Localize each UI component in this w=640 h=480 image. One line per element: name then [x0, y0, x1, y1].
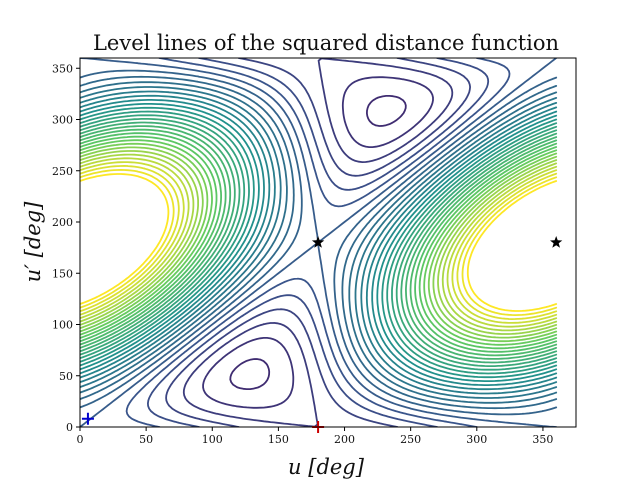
- contour-level: [80, 58, 558, 427]
- axis-ticks: 0 50 100 150 200 250 300 350 0 50 100 150 200 250 300 3…: [52, 62, 553, 446]
- contour-level: [80, 103, 558, 382]
- contour-level: [80, 75, 558, 410]
- contour-level: [80, 99, 558, 386]
- contour-level: [80, 132, 558, 353]
- contour-level: [80, 153, 558, 332]
- contour-level: [80, 150, 558, 335]
- saddle-1-marker: [311, 236, 325, 248]
- x-tick-label: 150: [268, 433, 289, 446]
- x-tick-label: 0: [77, 433, 84, 446]
- plot-frame: [79, 57, 577, 428]
- contour-level: [80, 125, 558, 360]
- contour-level: [125, 58, 511, 427]
- contour-level: [80, 110, 558, 375]
- y-tick-label: 0: [66, 421, 73, 434]
- contour-level: [80, 165, 558, 320]
- contour-level: [80, 94, 558, 391]
- contour-level: [80, 118, 558, 367]
- contour-level: [80, 157, 558, 328]
- x-tick-label: 350: [532, 433, 553, 446]
- contour-level: [80, 69, 558, 416]
- contour-level: [80, 106, 558, 379]
- y-tick-label: 250: [52, 165, 73, 178]
- contour-level: [229, 95, 407, 390]
- contour-level: [80, 142, 558, 343]
- y-axis-label: u′ [deg]: [21, 201, 45, 282]
- contour-level: [80, 81, 558, 404]
- x-tick-label: 300: [466, 433, 487, 446]
- y-tick-label: 200: [52, 216, 73, 229]
- contour-level: [80, 128, 558, 357]
- chart-title: Level lines of the squared distance func…: [93, 31, 559, 55]
- contour-level: [80, 139, 558, 346]
- contour-level: [80, 161, 558, 324]
- contour-level: [147, 58, 490, 427]
- saddle-2-marker: [550, 236, 563, 248]
- x-axis-label: u [deg]: [288, 455, 365, 479]
- contour-level: [80, 173, 558, 312]
- x-tick-label: 200: [334, 433, 355, 446]
- y-tick-label: 350: [52, 62, 73, 75]
- contour-level: [80, 121, 558, 364]
- y-tick-label: 50: [59, 370, 73, 383]
- contour-level: [80, 114, 558, 371]
- contour-level: [80, 146, 558, 339]
- contour-level: [202, 76, 434, 409]
- min-point-marker: [81, 412, 94, 425]
- y-tick-label: 100: [52, 319, 73, 332]
- x-tick-label: 250: [400, 433, 421, 446]
- contour-level: [80, 86, 558, 399]
- contour-lines: [80, 58, 558, 427]
- x-tick-label: 100: [202, 433, 223, 446]
- contour-level: [80, 135, 558, 350]
- contour-level: [165, 58, 471, 427]
- y-tick-label: 300: [52, 114, 73, 127]
- y-tick-label: 150: [52, 267, 73, 280]
- contour-level: [182, 58, 454, 427]
- x-tick-label: 50: [139, 433, 153, 446]
- contour-level: [80, 90, 558, 395]
- contour-level: [80, 169, 558, 316]
